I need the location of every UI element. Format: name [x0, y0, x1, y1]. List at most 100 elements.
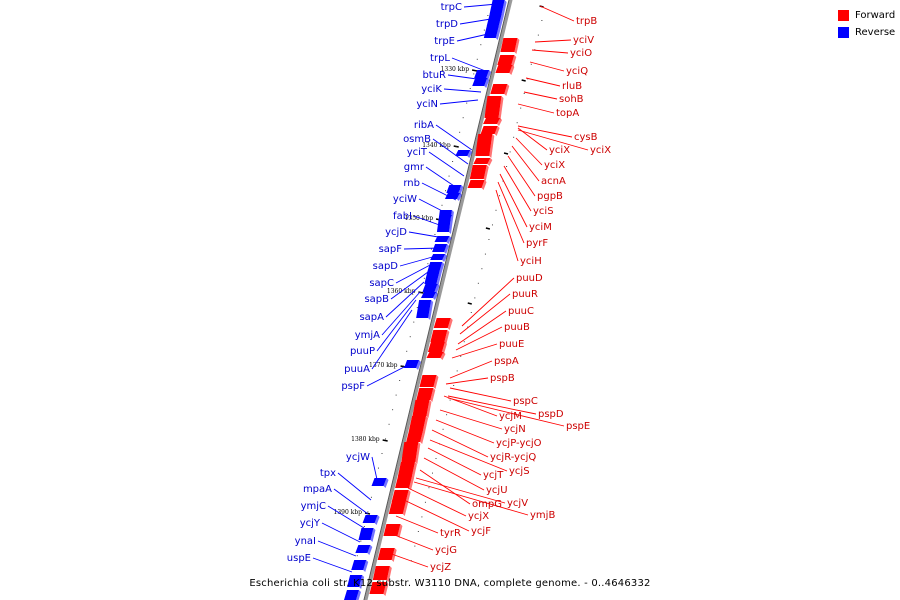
forward-gene-label: pgpB — [537, 191, 563, 202]
forward-gene-feature — [483, 118, 503, 126]
forward-gene-label: ompG — [472, 499, 502, 510]
leader-line — [443, 88, 482, 93]
minor-tick — [423, 277, 425, 279]
tick-mark — [471, 69, 478, 72]
leader-line — [312, 557, 353, 573]
reverse-gene-feature — [416, 300, 434, 320]
forward-gene-feature — [406, 430, 426, 444]
reverse-gene-feature — [483, 26, 501, 40]
minor-tick — [356, 555, 358, 557]
forward-gene-label: yciH — [520, 256, 542, 267]
minor-tick — [430, 248, 432, 250]
leader-line — [459, 293, 511, 335]
minor-tick — [360, 540, 362, 542]
forward-gene-label: puuC — [508, 306, 534, 317]
forward-gene-label: pspD — [538, 409, 564, 420]
leader-line — [432, 138, 469, 165]
forward-gene-feature — [490, 84, 510, 96]
minor-tick — [537, 34, 539, 36]
reverse-gene-label: yciT — [407, 147, 428, 158]
minor-tick — [534, 49, 536, 51]
minor-tick — [474, 297, 476, 299]
minor-tick — [446, 414, 448, 416]
forward-gene-feature — [395, 476, 415, 490]
tick-label: 1370 kbp — [369, 362, 398, 369]
legend-label-reverse: Reverse — [855, 26, 896, 38]
forward-gene-label: topA — [556, 108, 579, 119]
minor-tick — [416, 307, 418, 308]
minor-tick — [424, 501, 426, 503]
leader-line — [321, 522, 361, 543]
leader-line — [525, 77, 561, 87]
leader-line — [455, 326, 503, 351]
leader-line — [427, 447, 482, 476]
gene-labels: trpC trpD trpE trpL btuR yciK yciN ribA osmB yciT… — [287, 2, 611, 573]
leader-line — [391, 533, 434, 551]
forward-gene-label: pyrF — [526, 238, 548, 249]
minor-tick — [409, 336, 411, 338]
reverse-gene-label: puuP — [350, 346, 375, 357]
forward-gene-feature — [433, 318, 453, 330]
minor-tick — [460, 355, 462, 357]
forward-gene-label: yciX — [544, 160, 565, 171]
reverse-gene-feature — [347, 575, 365, 589]
reverse-gene-label: sapD — [373, 261, 399, 272]
reverse-gene-feature — [362, 515, 380, 525]
tick-label: 1380 kbp — [351, 436, 380, 443]
minor-tick — [427, 263, 429, 265]
leader-line — [539, 5, 575, 22]
minor-tick — [385, 438, 387, 440]
reverse-gene-label: tpx — [320, 468, 336, 479]
minor-tick — [437, 219, 439, 221]
forward-gene-feature — [369, 582, 389, 596]
tick-mark — [485, 227, 491, 230]
reverse-gene-feature — [404, 360, 422, 370]
reverse-gene-feature — [358, 528, 376, 542]
minor-tick — [506, 166, 508, 167]
reverse-gene-feature — [436, 210, 454, 234]
reverse-gene-label: trpC — [441, 2, 462, 13]
minor-tick — [456, 370, 458, 372]
leader-line — [451, 57, 489, 73]
forward-gene-label: ycjS — [509, 466, 530, 477]
reverse-gene-label: uspE — [287, 553, 311, 564]
forward-gene-feature — [497, 55, 517, 67]
leader-line — [371, 309, 413, 370]
reverse-gene-feature — [446, 185, 464, 195]
forward-swatch-icon — [838, 9, 849, 21]
forward-gene-label: acnA — [541, 176, 566, 187]
leader-line — [451, 343, 498, 359]
forward-gene-label: yciS — [533, 206, 554, 217]
leader-line — [333, 488, 369, 515]
tick-mark — [521, 79, 526, 82]
forward-gene-label: trpB — [576, 16, 597, 27]
reverse-gene-label: osmB — [403, 134, 431, 145]
leader-line — [408, 231, 445, 239]
leader-line — [517, 125, 573, 138]
forward-gene-label: ycjU — [486, 485, 508, 496]
minor-tick — [513, 136, 515, 138]
minor-tick — [488, 239, 490, 240]
reverse-gene-label: trpD — [436, 19, 458, 30]
reverse-gene-label: trpE — [434, 36, 455, 47]
forward-gene-feature — [500, 38, 520, 54]
minor-tick — [421, 516, 423, 518]
leader-line — [531, 49, 569, 54]
leader-line — [317, 540, 357, 557]
forward-gene-feature — [401, 442, 421, 464]
minor-tick — [470, 312, 472, 313]
forward-gene-label: tyrR — [440, 528, 461, 539]
leader-line — [499, 173, 528, 228]
minor-tick — [495, 209, 497, 211]
minor-tick — [413, 321, 415, 323]
leader-line — [529, 61, 565, 72]
leader-line — [403, 247, 441, 250]
legend-item-forward: Forward — [838, 8, 895, 22]
forward-gene-feature — [391, 490, 411, 504]
minor-tick — [473, 73, 475, 75]
minor-tick — [541, 20, 543, 21]
minor-tick — [462, 117, 464, 119]
leader-line — [425, 166, 461, 191]
forward-gene-label: rluB — [562, 81, 582, 92]
minor-tick — [367, 511, 369, 513]
